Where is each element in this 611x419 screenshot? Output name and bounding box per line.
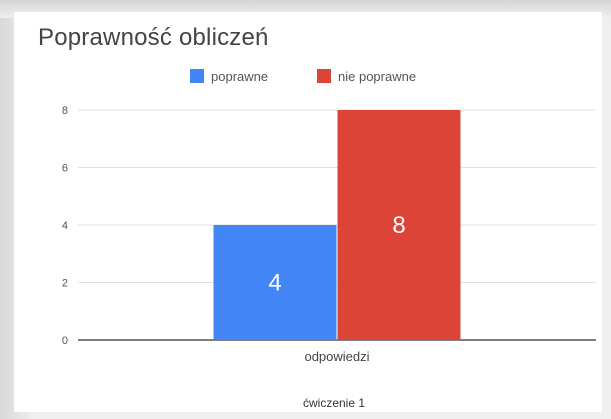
y-tick-label: 6: [62, 163, 68, 175]
bar-nie-poprawne: [337, 110, 461, 340]
legend-label: poprawne: [211, 69, 268, 84]
legend-label: nie poprawne: [338, 69, 416, 84]
x-category-label: odpowiedzi: [304, 349, 369, 364]
data-labels: 48: [268, 212, 405, 297]
chart-title: Poprawność obliczeń: [38, 24, 269, 51]
data-label: 4: [268, 270, 281, 297]
bar-poprawne: [213, 225, 337, 340]
gridlines: [78, 109, 596, 341]
y-tick-labels: 0 2 4 6 8: [62, 105, 68, 347]
legend: poprawne nie poprawne: [190, 69, 416, 84]
bars: [213, 110, 461, 340]
y-tick-label: 0: [62, 335, 68, 347]
y-tick-label: 2: [62, 278, 68, 290]
y-tick-label: 4: [62, 220, 68, 232]
data-label: 8: [392, 212, 405, 239]
chart-card: [14, 12, 602, 412]
x-category-labels: odpowiedzi: [304, 349, 369, 364]
legend-swatch: [190, 69, 204, 83]
legend-swatch: [317, 69, 331, 83]
y-tick-label: 8: [62, 105, 68, 117]
x-axis-title: ćwiczenie 1: [303, 396, 365, 410]
